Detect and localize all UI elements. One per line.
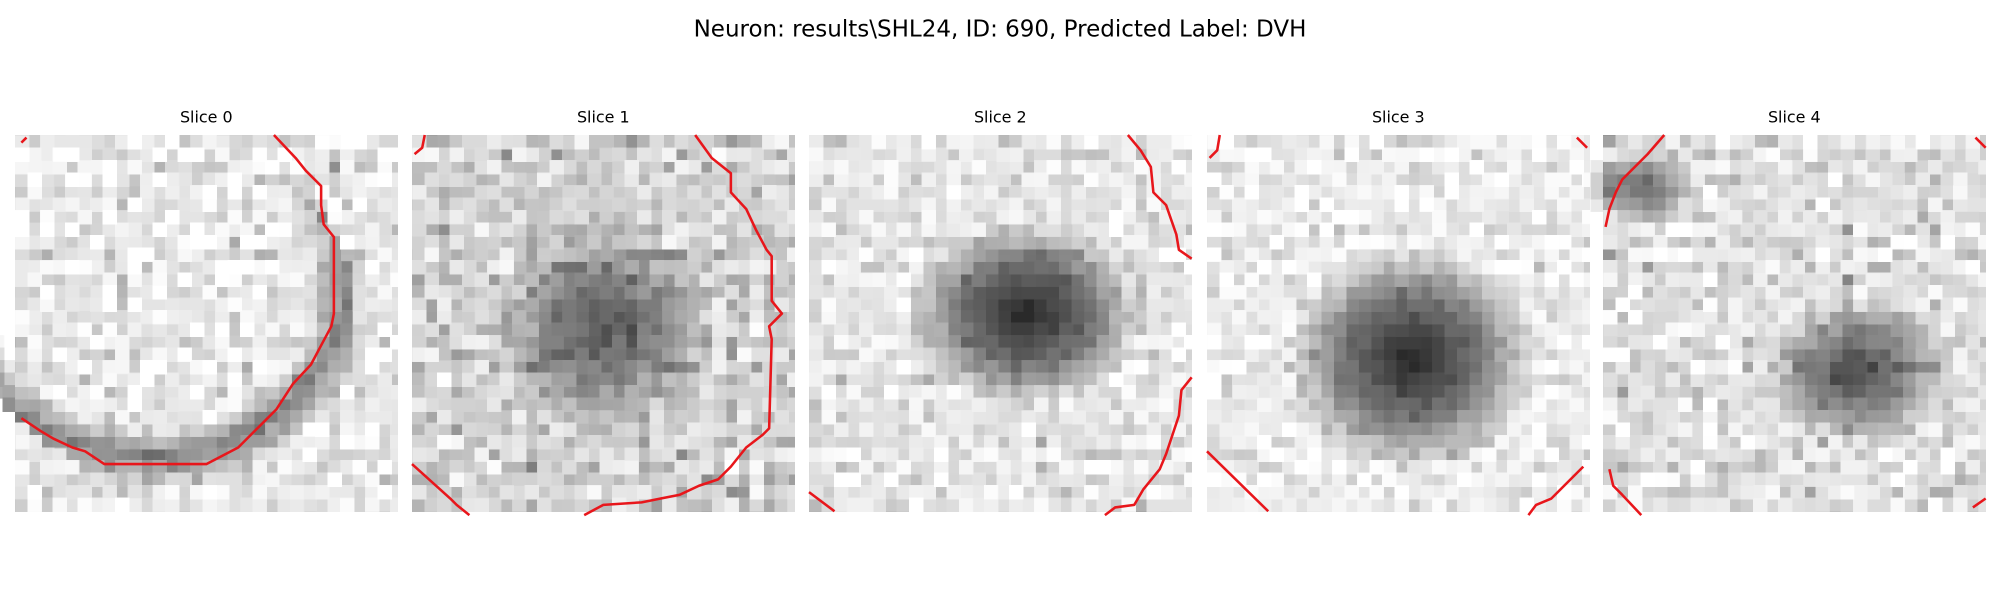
contour [1974, 136, 1987, 149]
panel-title: Slice 3 [1372, 107, 1425, 126]
contour [1604, 134, 1666, 228]
panel: Slice 4 [1583, 107, 1987, 516]
panel-title: Slice 1 [577, 107, 630, 126]
contour [1126, 134, 1193, 260]
panel-title: Slice 2 [974, 107, 1027, 126]
image [1583, 135, 1986, 516]
image [1207, 135, 1590, 516]
image [412, 135, 795, 516]
image [809, 135, 1192, 516]
panel-title: Slice 0 [180, 107, 233, 126]
contour [1608, 468, 1643, 516]
contour [583, 134, 784, 517]
contour [1527, 465, 1585, 516]
panel: Slice 0 [0, 107, 398, 516]
contour [1972, 497, 1987, 509]
image [0, 135, 398, 516]
contour [808, 491, 836, 513]
panel: Slice 3 [1206, 107, 1590, 516]
contour [1104, 376, 1193, 517]
contour [413, 134, 427, 156]
contour [20, 134, 336, 466]
panel: Slice 2 [808, 107, 1193, 517]
contour [411, 463, 471, 517]
panel: Slice 1 [411, 107, 795, 517]
panel-title: Slice 4 [1768, 107, 1821, 126]
contour [20, 136, 28, 144]
contour [1206, 450, 1270, 513]
figure-title: Neuron: results\SHL24, ID: 690, Predicte… [694, 17, 1307, 43]
contour [1208, 134, 1222, 159]
contour [1575, 136, 1589, 149]
